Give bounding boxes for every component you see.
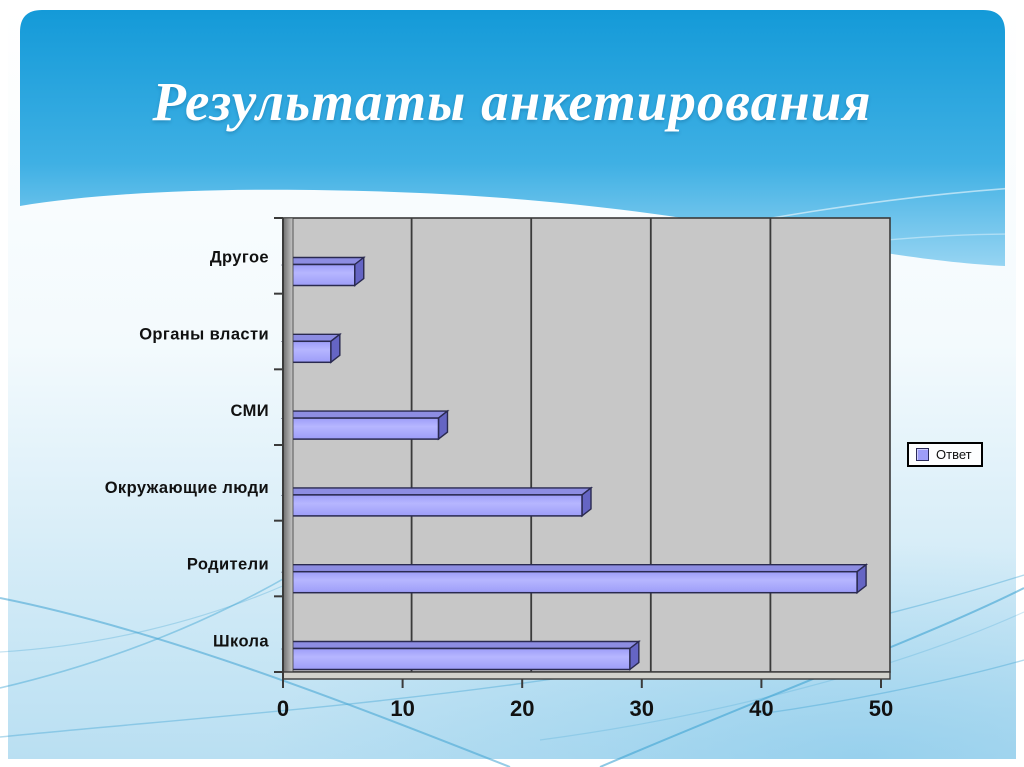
x-axis-label: 30 — [630, 696, 654, 721]
swirl-curve — [539, 611, 1024, 741]
bar-top-face — [280, 640, 641, 650]
bar-1 — [280, 332, 342, 364]
bar-top-face — [280, 487, 594, 496]
bar-top-face — [280, 256, 366, 266]
x-axis-label: 40 — [749, 696, 773, 721]
bar-0 — [280, 256, 366, 287]
bar-top-face — [280, 564, 869, 573]
x-axis-label: 50 — [869, 696, 893, 721]
category-label: Другое — [210, 249, 269, 267]
bar-5 — [280, 640, 641, 671]
bar-2 — [280, 409, 450, 441]
page-title: Результаты анкетирования — [152, 71, 872, 132]
wall-floor — [282, 671, 891, 680]
x-axis-label: 10 — [390, 696, 414, 721]
wall-side — [282, 217, 294, 673]
bar-3 — [280, 486, 594, 518]
category-label: Органы власти — [139, 325, 269, 343]
category-label: Окружающие люди — [105, 479, 269, 497]
bar-front-face — [282, 417, 440, 440]
x-axis-label: 0 — [277, 696, 289, 721]
bar-top-face — [280, 410, 450, 419]
legend-marker-icon — [916, 448, 929, 461]
chart-legend: Ответ — [907, 442, 983, 467]
swirl-curve — [0, 597, 511, 767]
swirl-curve — [0, 584, 286, 653]
header-wave-shape — [20, 10, 1005, 266]
bar-4 — [280, 563, 869, 595]
category-label: Школа — [213, 633, 269, 651]
category-label: Родители — [187, 556, 269, 574]
category-label: СМИ — [230, 402, 269, 420]
swirl-curve — [759, 659, 1024, 715]
bar-front-face — [282, 263, 356, 287]
bar-front-face — [282, 494, 583, 517]
bar-front-face — [282, 647, 631, 671]
x-axis-label: 20 — [510, 696, 534, 721]
bar-front-face — [282, 570, 858, 594]
plot-area — [282, 217, 891, 673]
legend-label: Ответ — [936, 447, 972, 462]
